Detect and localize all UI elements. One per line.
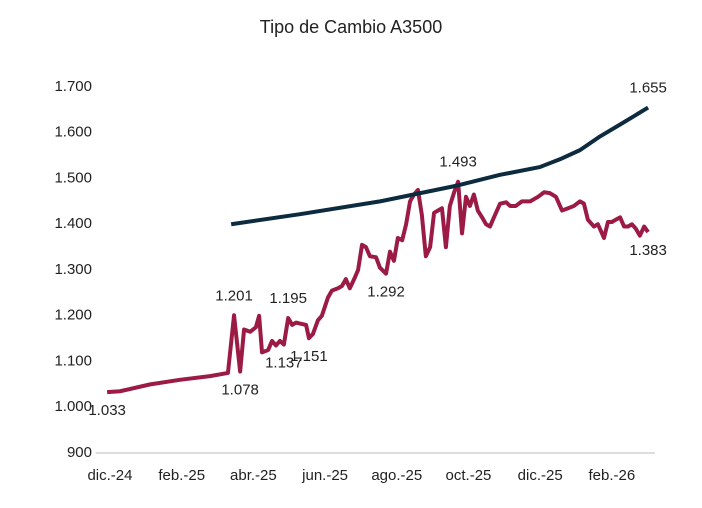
data-label: 1.292	[367, 284, 405, 301]
y-tick-label: 1.200	[54, 307, 92, 324]
x-tick-label: feb.-25	[158, 467, 205, 484]
chart-title: Tipo de Cambio A3500	[260, 17, 442, 37]
x-tick-label: dic.-25	[518, 467, 563, 484]
data-label: 1.151	[290, 348, 328, 365]
x-tick-label: jun.-25	[301, 467, 348, 484]
y-tick-label: 1.000	[54, 398, 92, 415]
line-series	[230, 105, 650, 227]
y-tick-label: 1.500	[54, 169, 92, 186]
x-tick-label: feb.-26	[589, 467, 636, 484]
x-tick-label: oct.-25	[446, 467, 492, 484]
data-label: 1.033	[88, 402, 126, 419]
x-tick-label: abr.-25	[230, 467, 277, 484]
data-label: 1.655	[629, 80, 667, 97]
data-label: 1.493	[439, 154, 477, 171]
x-tick-label: ago.-25	[371, 467, 422, 484]
data-label: 1.383	[629, 242, 667, 259]
data-label: 1.078	[221, 382, 259, 399]
data-label: 1.137	[265, 355, 303, 372]
y-tick-label: 1.700	[54, 78, 92, 95]
data-label: 1.195	[269, 290, 307, 307]
y-tick-label: 1.100	[54, 352, 92, 369]
y-tick-label: 1.400	[54, 215, 92, 232]
data-label: 1.201	[215, 287, 253, 304]
y-tick-label: 900	[67, 444, 92, 461]
line-series	[106, 179, 650, 395]
x-tick-label: dic.-24	[87, 467, 132, 484]
y-tick-label: 1.600	[54, 124, 92, 141]
y-tick-label: 1.300	[54, 261, 92, 278]
